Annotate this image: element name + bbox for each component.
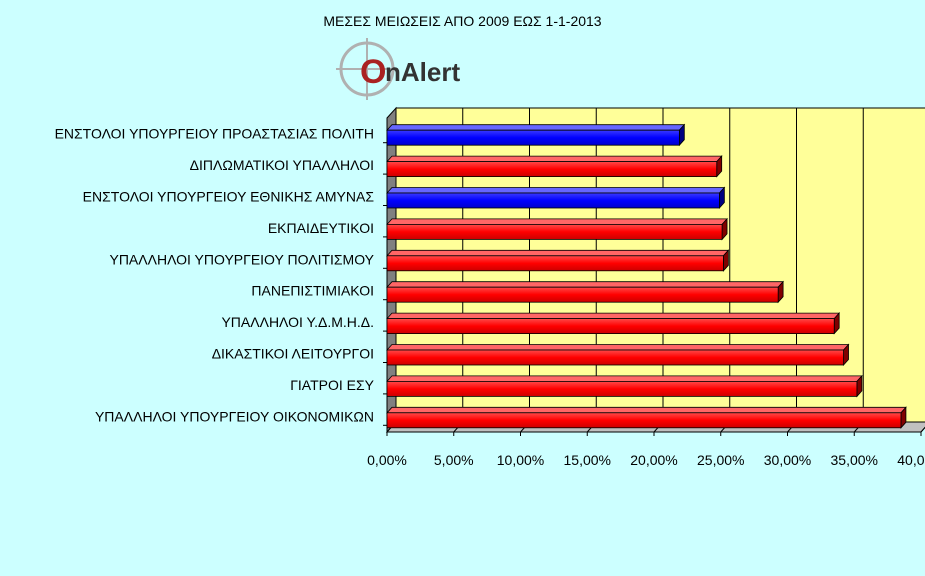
x-tick-label: 20,00%: [630, 452, 677, 468]
onalert-logo: O nAlert: [336, 38, 460, 100]
bar: [386, 255, 724, 272]
bar-top: [386, 187, 726, 194]
bar: [386, 223, 723, 240]
x-tick-label: 15,00%: [564, 452, 611, 468]
bar-top: [386, 218, 728, 225]
chart-title: ΜΕΣΕΣ ΜΕΙΩΣΕΙΣ ΑΠΟ 2009 ΕΩΣ 1-1-2013: [323, 13, 602, 29]
category-label: ΓΙΑΤΡΟΙ ΕΣΥ: [290, 377, 374, 393]
category-label: ΥΠΑΛΛΗΛΟΙ Υ.Δ.Μ.Η.Δ.: [221, 314, 374, 330]
bar: [386, 380, 858, 397]
x-tick-label: 35,00%: [831, 452, 878, 468]
category-label: ΕΝΣΤΟΛΟΙ ΥΠΟΥΡΓΕΙΟΥ ΠΡΟΑΣΤΑΣΙΑΣ ΠΟΛΙΤΗ: [55, 126, 374, 142]
bar-top: [386, 249, 730, 257]
bar-top: [386, 312, 841, 320]
bar: [386, 161, 718, 178]
category-label: ΔΙΠΛΩΜΑΤΙΚΟΙ ΥΠΑΛΛΗΛΟΙ: [190, 157, 374, 173]
category-label: ΕΝΣΤΟΛΟΙ ΥΠΟΥΡΓΕΙΟΥ ΕΘΝΙΚΗΣ ΑΜΥΝΑΣ: [83, 189, 375, 205]
bar: [386, 286, 779, 303]
category-label: ΔΙΚΑΣΤΙΚΟΙ ΛΕΙΤΟΥΡΓΟΙ: [212, 346, 374, 362]
bar-top: [386, 281, 785, 288]
x-tick-label: 30,00%: [764, 452, 811, 468]
bar-top: [386, 344, 850, 351]
bar-top: [386, 124, 686, 131]
bar: [386, 318, 835, 335]
bar-top: [386, 375, 863, 382]
category-label: ΠΑΝΕΠΙΣΤΙΜΙΑΚΟΙ: [251, 283, 374, 299]
x-tick-label: 40,00%: [897, 452, 925, 468]
x-tick-label: 0,00%: [367, 452, 407, 468]
bar: [386, 192, 720, 209]
plot-area: 0,00% 5,00% 10,00% 15,00% 20,00% 25,00% 30,00%…: [55, 106, 925, 468]
logo-letter-o: O: [360, 53, 386, 91]
bar-top: [386, 155, 723, 163]
category-label: ΕΚΠΑΙΔΕΥΤΙΚΟΙ: [268, 220, 374, 236]
category-label: ΥΠΑΛΛΗΛΟΙ ΥΠΟΥΡΓΕΙΟΥ ΟΙΚΟΝΟΜΙΚΩΝ: [95, 408, 374, 424]
x-tick-label: 10,00%: [497, 452, 544, 468]
bar: [386, 129, 680, 146]
x-tick-label: 5,00%: [434, 452, 474, 468]
x-tick-label: 25,00%: [697, 452, 744, 468]
logo-text-rest: nAlert: [385, 57, 460, 87]
category-label: ΥΠΑΛΛΗΛΟΙ ΥΠΟΥΡΓΕΙΟΥ ΠΟΛΙΤΙΣΜΟΥ: [109, 251, 374, 267]
bar-top: [386, 406, 907, 414]
floor-gridline: [920, 426, 925, 433]
bar: [386, 412, 902, 429]
bar: [386, 349, 844, 366]
